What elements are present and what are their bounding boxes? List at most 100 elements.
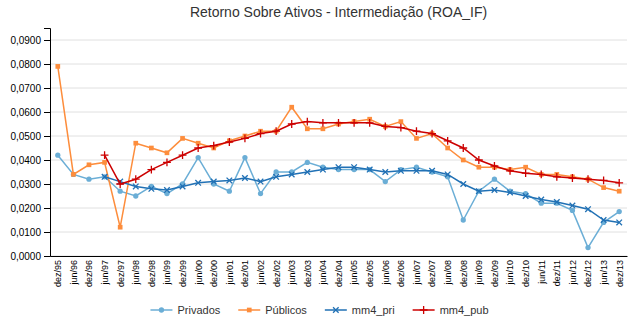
- x-tick: jun/99: [162, 260, 172, 286]
- x-axis-line: [51, 256, 628, 257]
- series: [102, 164, 622, 225]
- point: [257, 130, 265, 138]
- x-tick-label: dez/97: [116, 260, 126, 287]
- y-tick: 0,0400: [10, 155, 50, 166]
- point: [414, 136, 419, 141]
- x-tick: dez/96: [84, 260, 94, 287]
- x-tick: jun/05: [349, 260, 359, 286]
- x-tick: dez/95: [53, 260, 63, 287]
- point: [319, 119, 327, 127]
- point: [227, 189, 232, 194]
- x-tick-label: jun/08: [443, 260, 453, 286]
- y-tick-mark: [44, 232, 50, 233]
- x-tick: dez/98: [147, 260, 157, 287]
- point: [506, 167, 514, 175]
- point: [585, 206, 591, 212]
- point: [321, 126, 326, 131]
- x-tick: dez/13: [615, 260, 625, 287]
- grid-line: [50, 184, 627, 185]
- point: [460, 181, 466, 187]
- point: [225, 138, 233, 146]
- x-tick-label: dez/04: [334, 260, 344, 287]
- x-tick-label: jun/09: [474, 260, 484, 286]
- y-tick: 0,0200: [10, 203, 50, 214]
- x-tick: dez/99: [178, 260, 188, 287]
- point: [461, 158, 466, 163]
- point: [336, 164, 342, 170]
- legend-marker: [420, 306, 428, 314]
- series: [55, 153, 622, 251]
- x-tick-label: jun/00: [194, 260, 204, 286]
- y-tick-label: 0,0000: [10, 251, 41, 262]
- y-tick-label: 0,0200: [10, 203, 41, 214]
- point: [272, 127, 280, 135]
- point: [242, 175, 248, 181]
- point: [133, 141, 138, 146]
- y-tick-mark: [44, 160, 50, 161]
- point: [414, 168, 420, 174]
- point: [86, 177, 91, 182]
- point: [102, 160, 107, 165]
- point: [305, 126, 310, 131]
- point: [381, 122, 389, 130]
- x-tick: dez/06: [396, 260, 406, 287]
- point: [149, 186, 155, 192]
- point: [554, 199, 560, 205]
- x-tick-label: dez/98: [147, 260, 157, 287]
- point: [335, 119, 343, 127]
- x-tick-label: dez/00: [209, 260, 219, 287]
- grid-line: [50, 232, 627, 233]
- x-tick: jun/97: [100, 260, 110, 286]
- grid-line: [50, 40, 627, 41]
- point: [227, 178, 233, 184]
- point: [601, 185, 606, 190]
- x-tick-label: dez/02: [272, 260, 282, 287]
- x-tick: jun/00: [194, 260, 204, 286]
- legend-label: mm4_pub: [440, 304, 489, 316]
- title: Retorno Sobre Ativos - Intermediação (RO…: [190, 4, 487, 20]
- x-tick: jun/02: [256, 260, 266, 286]
- point: [601, 217, 607, 223]
- point: [523, 193, 529, 199]
- point: [289, 172, 295, 178]
- legend-label: Públicos: [265, 304, 307, 316]
- x-tick-label: jun/13: [599, 260, 609, 286]
- x-tick: dez/09: [490, 260, 500, 287]
- series: [55, 64, 621, 229]
- point: [288, 120, 296, 128]
- x-tick-label: jun/01: [225, 260, 235, 286]
- point: [242, 155, 247, 160]
- y-tick-label: 0,0100: [10, 227, 41, 238]
- point: [538, 197, 544, 203]
- point: [132, 175, 140, 183]
- point: [445, 146, 450, 151]
- legend-item: mm4_pri: [325, 304, 395, 316]
- point: [55, 64, 60, 69]
- series-line: [58, 66, 619, 227]
- point: [289, 105, 294, 110]
- point: [617, 209, 622, 214]
- point: [211, 179, 217, 185]
- x-tick-label: jun/12: [568, 260, 578, 286]
- point: [477, 165, 482, 170]
- legend: Privados Públicos mm4_pri mm4_pub: [150, 304, 488, 316]
- y-tick-label: 0,0700: [10, 83, 41, 94]
- x-tick: jun/11: [537, 260, 547, 285]
- point: [537, 170, 545, 178]
- series-line: [105, 122, 620, 184]
- legend-item: Públicos: [238, 304, 307, 316]
- x-tick-label: dez/96: [84, 260, 94, 287]
- x-tick-label: dez/09: [490, 260, 500, 287]
- point: [492, 187, 498, 193]
- point: [413, 127, 421, 135]
- legend-item: Privados: [150, 304, 220, 316]
- grid-line: [50, 112, 627, 113]
- point: [102, 174, 108, 180]
- point: [398, 168, 404, 174]
- x-tick: jun/07: [412, 260, 422, 286]
- point: [196, 155, 201, 160]
- x-tick-label: jun/06: [381, 260, 391, 286]
- x-tick: jun/98: [131, 260, 141, 286]
- x-tick: dez/11: [552, 260, 562, 286]
- y-tick-mark: [44, 184, 50, 185]
